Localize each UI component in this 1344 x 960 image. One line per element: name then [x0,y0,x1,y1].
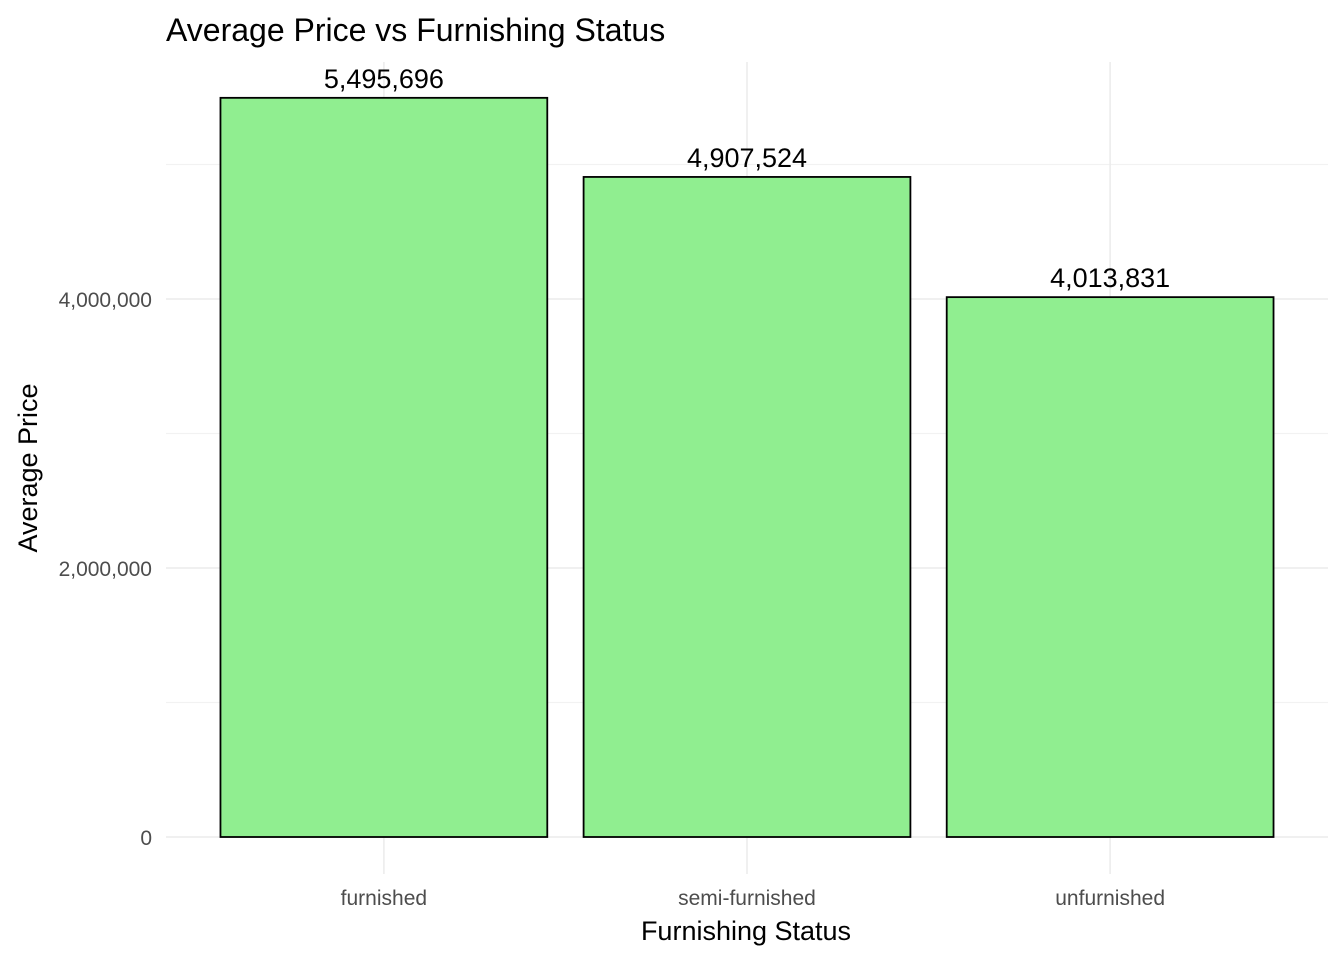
y-axis-title: Average Price [13,383,43,552]
bar-furnished [219,96,549,838]
bar-unfurnished [945,296,1275,838]
x-tick-label: semi-furnished [678,887,816,910]
y-tick-label: 4,000,000 [59,289,152,312]
y-tick-label: 0 [140,827,152,850]
data-label-unfurnished: 4,013,831 [1050,263,1170,293]
y-tick-label: 2,000,000 [59,558,152,581]
x-axis-title: Furnishing Status [641,916,851,946]
bars [219,96,1275,838]
x-tick-label: unfurnished [1055,887,1165,910]
bar-semi-furnished [582,176,912,838]
x-axis-ticks: furnished semi-furnished unfurnished [341,887,1165,910]
data-labels: 5,495,696 4,907,524 4,013,831 [324,64,1170,293]
data-label-furnished: 5,495,696 [324,64,444,94]
chart-title: Average Price vs Furnishing Status [166,12,665,48]
x-tick-label: furnished [341,887,427,910]
y-axis-ticks: 0 2,000,000 4,000,000 [59,289,152,850]
data-label-semi-furnished: 4,907,524 [687,143,807,173]
